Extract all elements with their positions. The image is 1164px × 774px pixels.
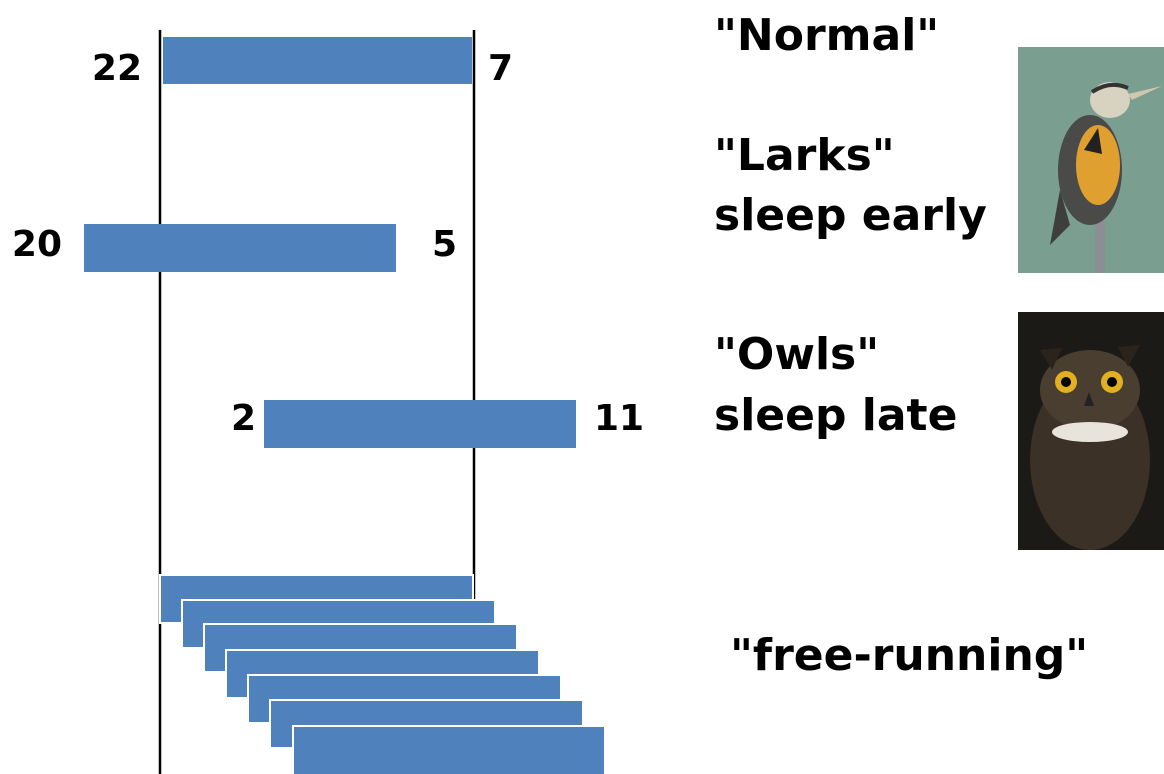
row-subtitle: sleep early — [714, 190, 987, 241]
start-label: 2 — [231, 398, 256, 439]
end-label: 5 — [432, 224, 457, 265]
sleep-bar — [264, 400, 576, 448]
lark-photo — [1018, 47, 1164, 273]
end-label: 7 — [488, 48, 513, 89]
row-title: "Larks" — [714, 130, 895, 181]
sleep-bar — [84, 224, 396, 272]
free-running-bars — [159, 574, 606, 774]
sleep-bar — [292, 725, 606, 774]
start-label: 22 — [92, 48, 142, 89]
row-title: "Owls" — [714, 329, 879, 380]
free-running-title: "free-running" — [730, 630, 1088, 681]
row-title: "Normal" — [714, 10, 939, 61]
end-label: 11 — [594, 398, 644, 439]
sleep-bar — [163, 37, 472, 84]
owl-photo — [1018, 312, 1164, 550]
row-subtitle: sleep late — [714, 390, 957, 441]
start-label: 20 — [12, 224, 62, 265]
